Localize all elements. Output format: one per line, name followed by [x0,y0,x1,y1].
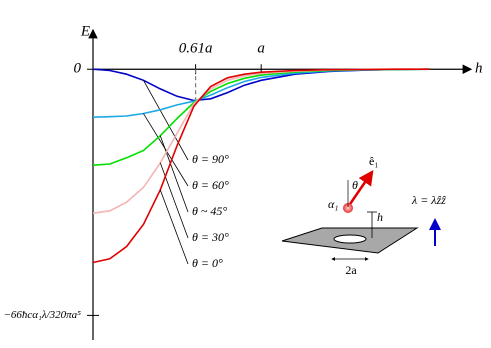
curve [92,68,430,166]
height-label: h [377,210,383,224]
curve [92,68,430,118]
plot: h E 0.61a a 0 −66ħcα₁λ/320πa⁵ θ = 90° θ = 60° θ … [3,23,483,340]
curve [92,68,430,264]
dipole-label: α₁ [328,197,338,211]
legend-label: θ = 30° [192,230,229,244]
leader-line [159,135,189,213]
y-tick-label: −66ħcα₁λ/320πa⁵ [3,309,81,321]
dipole-arrow [346,169,374,208]
field-label: λ = λẑẑ [411,193,446,207]
legend-label: θ = 90° [192,152,229,166]
x-axis-label: h [475,61,483,77]
curve [92,68,430,214]
y-tick-label: 0 [74,61,82,77]
hole [333,234,367,244]
dipole [343,203,353,213]
x-tick-label: 0.61a [179,41,213,57]
x-tick-label: a [257,41,265,57]
unit-vector-label: ê₁ [369,154,379,168]
y-axis-label: E [80,23,90,39]
legend-label: θ = 60° [192,178,229,192]
leader-line [159,162,189,239]
legend-label: θ ~ 45° [192,204,227,218]
angle-label: θ [352,178,358,192]
leader-line [159,189,189,265]
hole-label: 2a [345,263,357,277]
legend-label: θ = 0° [192,256,223,270]
leader-line [143,80,189,161]
inset-diagram: ê₁ θ α₁ h 2a λ = λẑẑ [281,154,446,277]
